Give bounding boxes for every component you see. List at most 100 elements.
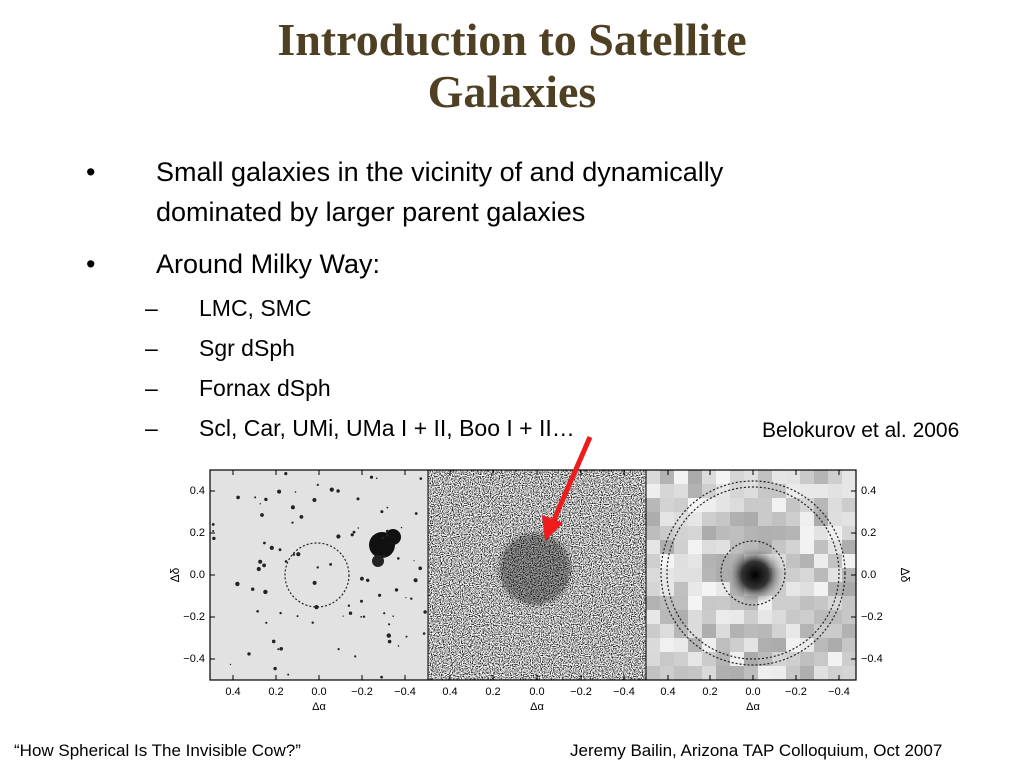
density-pixel bbox=[716, 610, 730, 624]
density-pixel bbox=[702, 666, 716, 680]
star-point bbox=[381, 536, 385, 540]
panel3-outer-dotted-circle-2 bbox=[660, 480, 846, 666]
density-pixel bbox=[646, 484, 660, 498]
x-tick-label: −0.4 bbox=[394, 686, 416, 698]
density-pixel bbox=[758, 624, 772, 638]
density-pixel bbox=[786, 624, 800, 638]
star-point bbox=[380, 675, 383, 679]
density-pixel bbox=[744, 512, 758, 526]
density-pixel bbox=[660, 652, 674, 666]
density-pixel bbox=[758, 512, 772, 526]
bullet-mark: • bbox=[86, 157, 96, 187]
x-tick-label: −0.2 bbox=[351, 686, 373, 698]
y-tick-label-right: −0.2 bbox=[861, 611, 883, 623]
density-pixel bbox=[758, 610, 772, 624]
density-pixel bbox=[674, 610, 688, 624]
star-point bbox=[386, 633, 391, 638]
density-pixel bbox=[716, 498, 730, 512]
density-pixel bbox=[674, 540, 688, 554]
density-pixel bbox=[646, 652, 660, 666]
red-arrow bbox=[542, 436, 593, 541]
star-point bbox=[296, 552, 301, 557]
density-pixel bbox=[828, 596, 842, 610]
density-pixel bbox=[800, 610, 814, 624]
star-point bbox=[294, 491, 297, 493]
density-pixel bbox=[772, 498, 786, 512]
density-pixel bbox=[744, 470, 758, 484]
star-point bbox=[329, 487, 334, 492]
star-point bbox=[366, 578, 370, 582]
density-pixel bbox=[800, 624, 814, 638]
star-point bbox=[419, 477, 423, 480]
density-pixel bbox=[814, 512, 828, 526]
density-pixel bbox=[828, 666, 842, 680]
figure-svg: 0.4 0.2 0.0 −0.2 −0.4 Δδ 0.4 0.2 0.0 −0.… bbox=[157, 451, 914, 718]
density-pixel bbox=[842, 638, 856, 652]
star-point bbox=[251, 587, 255, 591]
x-tick-label: 0.2 bbox=[485, 686, 500, 698]
y-tick-label-right: 0.0 bbox=[861, 569, 876, 581]
sub-bullet-text: Sgr dSph bbox=[199, 335, 295, 361]
density-pixel bbox=[702, 652, 716, 666]
star-point bbox=[413, 560, 415, 562]
density-pixel bbox=[660, 554, 674, 568]
density-pixel bbox=[772, 470, 786, 484]
density-pixel bbox=[842, 596, 856, 610]
footer-talk-title: “How Spherical Is The Invisible Cow?” bbox=[14, 741, 301, 760]
density-pixel bbox=[800, 470, 814, 484]
density-pixel bbox=[828, 512, 842, 526]
density-pixel bbox=[800, 498, 814, 512]
x-tick-label: −0.4 bbox=[613, 686, 635, 698]
star-point bbox=[348, 611, 353, 615]
density-pixel bbox=[716, 624, 730, 638]
density-pixel bbox=[716, 638, 730, 652]
density-pixel bbox=[842, 512, 856, 526]
star-point bbox=[380, 510, 384, 514]
star-point bbox=[279, 647, 283, 651]
density-pixel bbox=[688, 554, 702, 568]
density-pixel bbox=[730, 666, 744, 680]
star-point bbox=[422, 632, 426, 635]
star-point bbox=[279, 611, 282, 615]
star-point bbox=[360, 616, 363, 618]
x-tick-label: −0.2 bbox=[785, 686, 807, 698]
star-point bbox=[394, 588, 399, 592]
density-pixel bbox=[660, 666, 674, 680]
star-point bbox=[316, 566, 319, 569]
density-pixel bbox=[842, 526, 856, 540]
density-pixel bbox=[744, 526, 758, 540]
sub-bullet-mark: – bbox=[145, 375, 158, 401]
sub-bullet-mark: – bbox=[145, 415, 158, 441]
star-point bbox=[263, 541, 266, 545]
density-pixel bbox=[842, 568, 856, 582]
density-pixel bbox=[772, 512, 786, 526]
bullet-mark: • bbox=[86, 249, 96, 279]
x-axis-label: Δα bbox=[746, 701, 760, 713]
density-pixel bbox=[716, 582, 730, 596]
density-pixel bbox=[702, 596, 716, 610]
y-tick-label-left: 0.2 bbox=[190, 527, 205, 539]
density-pixel bbox=[842, 624, 856, 638]
density-pixel bbox=[786, 652, 800, 666]
y-tick-label-left: −0.4 bbox=[183, 653, 205, 665]
density-pixel bbox=[786, 470, 800, 484]
density-pixel bbox=[646, 526, 660, 540]
x-tick-label: 0.0 bbox=[745, 686, 760, 698]
star-point bbox=[337, 648, 340, 651]
density-pixel bbox=[688, 470, 702, 484]
density-pixel bbox=[674, 484, 688, 498]
density-pixel bbox=[730, 526, 744, 540]
star-point bbox=[263, 589, 268, 595]
star-point bbox=[258, 559, 263, 564]
sub-bullet-mark: – bbox=[145, 295, 158, 321]
star-point bbox=[375, 477, 378, 480]
density-pixel bbox=[730, 484, 744, 498]
density-pixel bbox=[688, 624, 702, 638]
density-pixel bbox=[786, 582, 800, 596]
density-pixel bbox=[660, 512, 674, 526]
density-pixel bbox=[674, 582, 688, 596]
density-pixel bbox=[688, 582, 702, 596]
star-point bbox=[312, 498, 317, 502]
density-pixel bbox=[800, 652, 814, 666]
density-pixel bbox=[674, 652, 688, 666]
